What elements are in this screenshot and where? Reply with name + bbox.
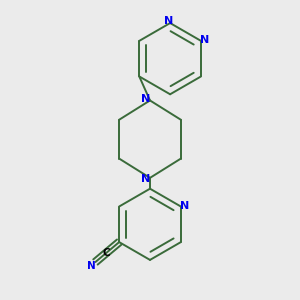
Text: N: N (141, 94, 150, 104)
Text: N: N (180, 201, 190, 211)
Text: N: N (141, 174, 150, 184)
Text: N: N (164, 16, 173, 26)
Text: N: N (200, 35, 209, 45)
Text: N: N (87, 261, 96, 271)
Text: C: C (102, 248, 110, 258)
